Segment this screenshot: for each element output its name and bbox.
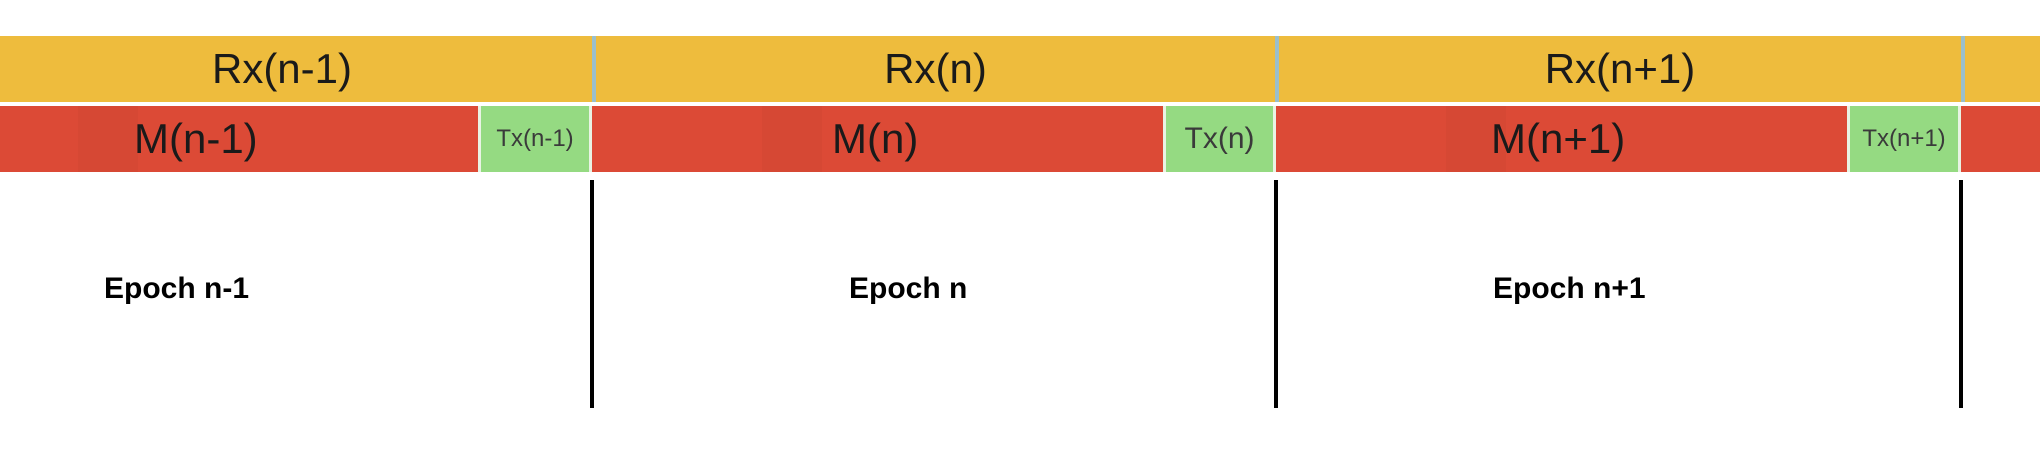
m-label-n-minus-1: M(n-1): [134, 115, 258, 162]
tx-label-n-minus-1: Tx(n-1): [496, 125, 574, 152]
rx-block-n: Rx(n): [596, 36, 1275, 102]
epoch-label-n-plus-1: Epoch n+1: [1493, 272, 1646, 305]
epoch-label-n: Epoch n: [849, 272, 968, 305]
rx-block-next: [1965, 36, 2040, 102]
m-block-next: [1961, 106, 2040, 172]
epoch-label-n-minus-1: Epoch n-1: [104, 272, 250, 305]
m-shade: [78, 106, 138, 172]
epoch-boundary-line: [1274, 180, 1278, 408]
m-block-n-plus-1: M(n+1): [1276, 106, 1847, 172]
rx-label-n-minus-1: Rx(n-1): [211, 45, 352, 92]
m-block-n-minus-1: M(n-1): [0, 106, 478, 172]
m-tx-row: M(n-1) Tx(n-1) M(n) Tx(n) M(n+1) Tx(n+1): [0, 106, 2040, 172]
rx-block-n-minus-1: Rx(n-1): [0, 36, 592, 102]
epoch-boundary-line: [1959, 180, 1963, 408]
rx-block-n-plus-1: Rx(n+1): [1279, 36, 1961, 102]
m-label-n-plus-1: M(n+1): [1491, 115, 1626, 162]
tx-label-n: Tx(n): [1184, 122, 1255, 155]
rx-separator: [1961, 36, 1965, 102]
m-block-n: M(n): [592, 106, 1163, 172]
rx-label-n: Rx(n): [884, 45, 987, 92]
tx-label-n-plus-1: Tx(n+1): [1862, 125, 1946, 152]
tx-block-n-minus-1: Tx(n-1): [478, 106, 592, 172]
rx-label-n-plus-1: Rx(n+1): [1544, 45, 1696, 92]
rx-separator: [1275, 36, 1279, 102]
rx-separator: [592, 36, 596, 102]
tx-block-n-plus-1: Tx(n+1): [1847, 106, 1961, 172]
epoch-boundary-line: [590, 180, 594, 408]
m-shade: [762, 106, 822, 172]
rx-row: Rx(n-1) Rx(n) Rx(n+1): [0, 36, 2040, 102]
tx-block-n: Tx(n): [1163, 106, 1276, 172]
m-label-n: M(n): [832, 115, 919, 162]
